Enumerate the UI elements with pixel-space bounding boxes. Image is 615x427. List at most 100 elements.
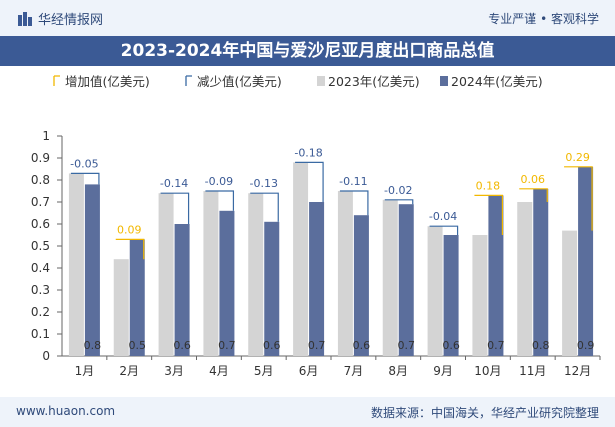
footer-website[interactable]: www.huaon.com <box>16 404 116 418</box>
bar-value-label-1: 0.8 <box>84 339 102 352</box>
bar-2024-1 <box>84 184 100 356</box>
bar-2024-10 <box>488 195 504 356</box>
x-tick-label: 8月 <box>388 364 408 378</box>
legend-swatch-s1 <box>440 76 448 86</box>
change-bracket-6 <box>295 161 324 202</box>
bar-2023-5 <box>248 193 264 356</box>
bar-value-label-7: 0.6 <box>353 339 371 352</box>
y-tick-label: 0.3 <box>31 283 50 297</box>
change-bracket-3 <box>160 192 190 224</box>
change-label-1: -0.05 <box>70 157 98 170</box>
y-tick-label: 0.2 <box>31 305 50 319</box>
change-label-8: -0.02 <box>384 184 412 197</box>
x-tick-label: 6月 <box>299 364 319 378</box>
x-tick-label: 7月 <box>344 364 364 378</box>
change-bracket-7 <box>339 190 369 216</box>
change-bracket-1 <box>70 172 100 185</box>
bar-2023-11 <box>517 202 533 356</box>
bar-value-label-10: 0.7 <box>487 339 505 352</box>
bar-2023-4 <box>203 191 219 356</box>
change-label-11: 0.06 <box>521 173 546 186</box>
header-bar: 华经情报网 专业严谨 • 客观科学 <box>0 0 615 36</box>
bar-2023-12 <box>562 230 578 356</box>
change-label-9: -0.04 <box>429 210 457 223</box>
brand-name: 华经情报网 <box>38 13 104 28</box>
bar-2024-5 <box>264 221 280 356</box>
change-bracket-2 <box>115 238 145 260</box>
bar-2024-11 <box>533 188 549 356</box>
bar-value-label-8: 0.7 <box>398 339 416 352</box>
bar-2024-8 <box>398 204 414 356</box>
bar-2024-12 <box>578 166 594 356</box>
bar-value-label-6: 0.7 <box>308 339 326 352</box>
bar-value-label-3: 0.6 <box>173 339 191 352</box>
x-tick-label: 3月 <box>164 364 184 378</box>
bar-2024-7 <box>353 215 369 356</box>
y-tick-label: 0.9 <box>31 151 50 165</box>
bar-value-label-5: 0.6 <box>263 339 281 352</box>
bar-2023-10 <box>472 235 488 356</box>
slogan: 专业严谨 • 客观科学 <box>488 10 599 27</box>
bar-value-label-11: 0.8 <box>532 339 550 352</box>
bar-2024-9 <box>443 235 459 356</box>
change-label-4: -0.09 <box>205 175 233 188</box>
y-tick-label: 0.8 <box>31 173 50 187</box>
y-tick-label: 0 <box>42 349 50 363</box>
legend-swatch-s0 <box>317 76 325 86</box>
legend-label: 减少值(亿美元) <box>197 74 282 89</box>
bar-value-label-12: 0.9 <box>577 339 595 352</box>
x-tick-label: 12月 <box>564 364 591 378</box>
y-tick-label: 0.6 <box>31 217 50 231</box>
separator-dot-icon: • <box>540 12 551 26</box>
x-tick-label: 4月 <box>209 364 229 378</box>
legend-label: 增加值(亿美元) <box>65 74 150 89</box>
bar-2024-2 <box>129 239 145 356</box>
logo-icon <box>18 11 32 26</box>
bar-2024-6 <box>309 202 325 356</box>
y-tick-label: 0.5 <box>31 239 50 253</box>
change-label-3: -0.14 <box>160 177 188 190</box>
y-tick-label: 0.7 <box>31 195 50 209</box>
bar-2023-6 <box>293 162 309 356</box>
footer-source: 数据来源：中国海关，华经产业研究院整理 <box>370 406 599 420</box>
change-label-6: -0.18 <box>294 146 322 159</box>
change-label-5: -0.13 <box>250 177 278 190</box>
bar-2024-4 <box>219 210 235 356</box>
bar-2023-9 <box>427 226 443 356</box>
change-bracket-11 <box>519 188 548 202</box>
y-tick-label: 1 <box>42 129 50 143</box>
legend-label: 2023年(亿美元) <box>328 74 420 89</box>
y-tick-label: 0.4 <box>31 261 50 275</box>
change-label-2: 0.09 <box>117 223 142 236</box>
y-tick-label: 0.1 <box>31 327 50 341</box>
bar-2023-1 <box>68 173 84 356</box>
bar-2024-3 <box>174 224 190 356</box>
footer-bar: www.huaon.com 数据来源：中国海关，华经产业研究院整理 <box>0 397 615 427</box>
x-tick-label: 5月 <box>254 364 274 378</box>
bar-2023-7 <box>337 191 353 356</box>
bar-2023-3 <box>158 193 174 356</box>
bar-2023-2 <box>113 259 129 356</box>
x-tick-label: 11月 <box>519 364 546 378</box>
slogan-left: 专业严谨 <box>488 12 537 26</box>
change-label-12: 0.29 <box>565 151 590 164</box>
change-bracket-4 <box>205 190 235 211</box>
chart: 增加值(亿美元) 减少值(亿美元) 2023年(亿美元) 2024年(亿美元) 0 0.1… <box>31 74 601 378</box>
change-bracket-8 <box>384 199 414 205</box>
x-tick-label: 10月 <box>474 364 501 378</box>
bar-value-label-4: 0.7 <box>218 339 236 352</box>
change-bracket-5 <box>250 192 279 222</box>
legend-marker-dec <box>185 75 192 86</box>
x-tick-label: 1月 <box>75 364 95 378</box>
change-bracket-10 <box>474 194 504 235</box>
bar-value-label-2: 0.5 <box>129 339 147 352</box>
chart-title: 2023-2024年中国与爱沙尼亚月度出口商品总值 <box>0 36 615 66</box>
change-label-7: -0.11 <box>339 175 367 188</box>
slogan-right: 客观科学 <box>550 12 599 26</box>
bar-value-label-9: 0.6 <box>442 339 460 352</box>
bar-2023-8 <box>382 199 398 356</box>
change-label-10: 0.18 <box>476 179 501 192</box>
change-bracket-12 <box>564 166 593 231</box>
legend-label: 2024年(亿美元) <box>451 74 543 89</box>
change-bracket-9 <box>429 225 459 235</box>
